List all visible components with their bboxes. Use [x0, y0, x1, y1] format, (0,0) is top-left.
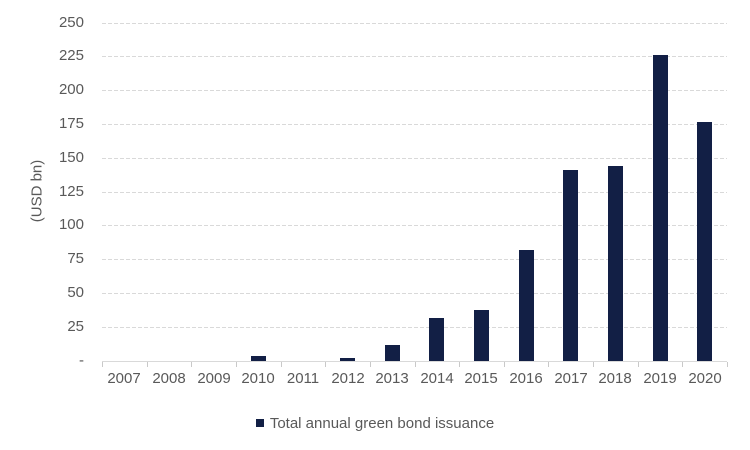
bar-2015 — [474, 310, 489, 361]
x-tick-mark — [638, 362, 639, 367]
bar-2010 — [251, 356, 266, 361]
x-tick-mark — [548, 362, 549, 367]
gridline-125 — [102, 192, 727, 193]
legend-marker-icon — [255, 419, 264, 427]
x-tick-mark — [415, 362, 416, 367]
x-tick-label-2013: 2013 — [375, 370, 409, 387]
y-tick-label-25: 25 — [67, 318, 84, 335]
y-tick-label-200: 200 — [58, 81, 84, 98]
x-tick-mark — [236, 362, 237, 367]
x-tick-mark — [504, 362, 505, 367]
bar-2016 — [519, 250, 534, 361]
bar-2014 — [429, 318, 444, 361]
gridline-175 — [102, 124, 727, 125]
x-tick-label-2017: 2017 — [554, 370, 588, 387]
y-tick-label-175: 175 — [58, 115, 84, 132]
y-tick-label-225: 225 — [58, 47, 84, 64]
y-tick-label-0: - — [79, 352, 84, 369]
x-tick-label-2007: 2007 — [107, 370, 141, 387]
x-tick-mark — [281, 362, 282, 367]
bar-2020 — [697, 122, 712, 361]
x-tick-label-2010: 2010 — [241, 370, 275, 387]
gridline-75 — [102, 259, 727, 260]
bar-2012 — [340, 358, 355, 361]
y-tick-label-50: 50 — [67, 284, 84, 301]
gridline-225 — [102, 56, 727, 57]
gridline-100 — [102, 225, 727, 226]
legend: Total annual green bond issuance — [0, 413, 750, 433]
y-tick-label-75: 75 — [67, 250, 84, 267]
x-tick-mark — [325, 362, 326, 367]
bar-2019 — [653, 55, 668, 361]
x-tick-label-2008: 2008 — [152, 370, 186, 387]
x-tick-label-2011: 2011 — [286, 370, 320, 387]
legend-label: Total annual green bond issuance — [269, 414, 495, 432]
y-tick-label-125: 125 — [58, 183, 84, 200]
x-tick-label-2019: 2019 — [643, 370, 677, 387]
y-tick-label-100: 100 — [58, 216, 84, 233]
gridline-250 — [102, 23, 727, 24]
x-tick-label-2020: 2020 — [688, 370, 722, 387]
x-tick-label-2009: 2009 — [197, 370, 231, 387]
y-tick-label-150: 150 — [58, 149, 84, 166]
x-tick-label-2015: 2015 — [464, 370, 498, 387]
gridline-150 — [102, 158, 727, 159]
x-tick-mark — [593, 362, 594, 367]
x-tick-label-2018: 2018 — [598, 370, 632, 387]
gridline-25 — [102, 327, 727, 328]
x-tick-label-2012: 2012 — [331, 370, 365, 387]
bar-2013 — [385, 345, 400, 361]
x-tick-mark — [102, 362, 103, 367]
x-tick-mark — [682, 362, 683, 367]
x-tick-mark — [191, 362, 192, 367]
x-tick-mark — [727, 362, 728, 367]
x-tick-label-2014: 2014 — [420, 370, 454, 387]
x-axis-line — [102, 361, 727, 362]
bar-2017 — [563, 170, 578, 361]
gridline-200 — [102, 90, 727, 91]
bar-2018 — [608, 166, 623, 361]
x-tick-mark — [370, 362, 371, 367]
x-tick-mark — [459, 362, 460, 367]
x-tick-label-2016: 2016 — [509, 370, 543, 387]
gridline-50 — [102, 293, 727, 294]
y-tick-label-250: 250 — [58, 14, 84, 31]
x-tick-mark — [147, 362, 148, 367]
